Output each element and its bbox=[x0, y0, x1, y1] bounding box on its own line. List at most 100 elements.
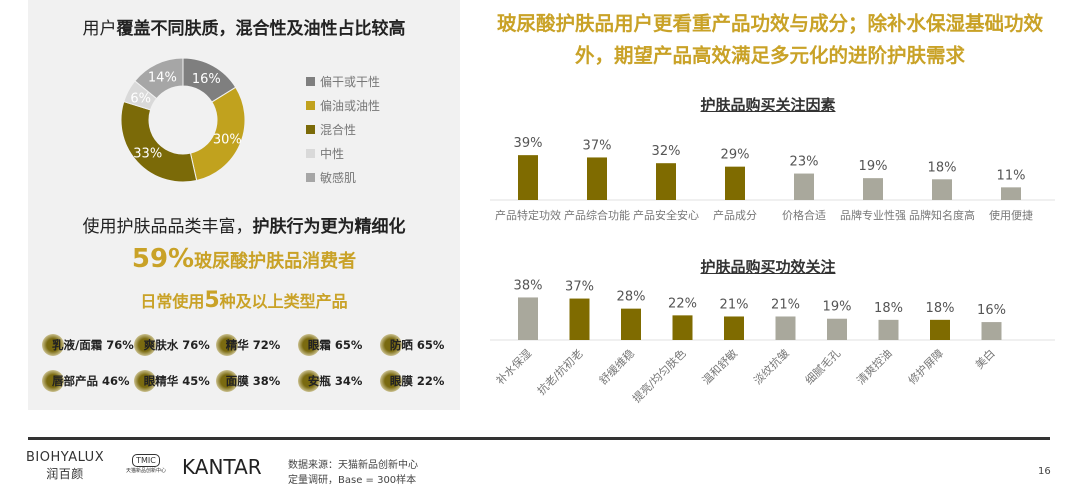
category-label: 面膜 38% bbox=[225, 374, 281, 388]
skin-type-title: 用户覆盖不同肤质，混合性及油性占比较高 bbox=[82, 19, 406, 39]
bar bbox=[518, 155, 538, 200]
data-source: 数据来源：天猫新品创新中心 定量调研，Base = 300样本 bbox=[288, 460, 418, 486]
page-number: 16 bbox=[1038, 466, 1051, 477]
category-label: 爽肤水 76% bbox=[143, 338, 210, 352]
headline: 玻尿酸护肤品用户更看重产品功效与成分；除补水保湿基础功效外，期望产品高效满足多元… bbox=[496, 12, 1043, 67]
bar-value: 19% bbox=[823, 300, 852, 315]
category-label: 防晒 65% bbox=[389, 338, 445, 352]
category-label: 乳液/面霜 76% bbox=[52, 338, 134, 352]
category-label: 唇部产品 46% bbox=[52, 374, 130, 388]
bar bbox=[932, 179, 952, 200]
category-label: 淡纹抗皱 bbox=[751, 346, 792, 387]
purchase-factors-chart: 39% 产品特定功效 37% 产品综合功能 32% 产品安全安心 29% 产品成分 23% 价格合… bbox=[490, 136, 1055, 222]
bar bbox=[725, 166, 745, 200]
dot-icon bbox=[379, 370, 402, 392]
dot-icon bbox=[379, 334, 402, 356]
legend-swatch bbox=[306, 101, 315, 110]
left-panel: 用户覆盖不同肤质，混合性及油性占比较高 16% 30% 33% 6% 14% 偏干或干性… bbox=[28, 0, 460, 410]
bar-value: 29% bbox=[721, 148, 750, 163]
slice-label: 33% bbox=[133, 147, 162, 162]
bar-value: 18% bbox=[874, 301, 903, 316]
bar-value: 39% bbox=[514, 136, 543, 151]
category-item: 眼精华 45% bbox=[133, 370, 216, 392]
bar bbox=[827, 318, 847, 340]
legend-item: 偏干或干性 bbox=[306, 70, 380, 94]
bar bbox=[672, 315, 693, 340]
bar-value: 18% bbox=[926, 301, 955, 316]
legend-swatch bbox=[306, 149, 315, 158]
bar bbox=[775, 316, 796, 340]
donut-slice bbox=[120, 100, 198, 183]
legend-swatch bbox=[306, 173, 315, 182]
category-label: 细腻毛孔 bbox=[803, 347, 843, 387]
bar-value: 37% bbox=[565, 280, 594, 295]
efficacy-chart: 38% 补水保湿 37% 抗老/抗初老 28% 舒缓维稳 22% 提亮/均匀肤色 21% 温和舒敏… bbox=[490, 278, 1055, 405]
dot-icon bbox=[297, 334, 320, 356]
chart2-title: 护肤品购买功效关注 bbox=[700, 258, 836, 276]
dot-icon bbox=[42, 334, 64, 356]
footer-divider bbox=[28, 437, 1050, 440]
category-item: 精华 72% bbox=[215, 334, 298, 356]
bar bbox=[981, 322, 1002, 340]
category-label: 温和舒敏 bbox=[699, 346, 740, 387]
legend-swatch bbox=[306, 77, 315, 86]
slice-label: 6% bbox=[130, 91, 151, 106]
category-label: 产品综合功能 bbox=[564, 208, 630, 222]
bar-value: 37% bbox=[583, 138, 612, 153]
bar bbox=[863, 178, 883, 200]
category-label: 提亮/均匀肤色 bbox=[629, 346, 688, 405]
bar-value: 32% bbox=[652, 144, 681, 159]
category-label: 美白 bbox=[972, 346, 997, 371]
bar-value: 22% bbox=[668, 296, 697, 311]
slice-label: 16% bbox=[192, 72, 221, 87]
stat-5-types: 日常使用5种及以上类型产品 bbox=[140, 288, 348, 313]
bar-value: 18% bbox=[928, 160, 957, 175]
bar bbox=[569, 298, 590, 340]
biohyalux-logo: BIOHYALUX 润百颜 bbox=[26, 450, 105, 481]
category-label: 眼膜 22% bbox=[389, 374, 445, 388]
category-item: 乳液/面霜 76% bbox=[42, 334, 134, 356]
slice-label: 30% bbox=[213, 133, 242, 148]
bar bbox=[656, 163, 676, 200]
donut-slice bbox=[134, 57, 184, 100]
bar bbox=[794, 173, 814, 200]
dot-icon bbox=[133, 334, 156, 356]
dot-icon bbox=[42, 370, 64, 392]
category-label: 抗老/抗初老 bbox=[534, 346, 585, 397]
bar bbox=[724, 316, 744, 340]
legend-label: 混合性 bbox=[320, 123, 357, 137]
donut-legend: 偏干或干性偏油或油性混合性中性敏感肌 bbox=[306, 70, 380, 190]
bar bbox=[878, 319, 899, 340]
bar-value: 21% bbox=[771, 297, 800, 312]
bar-value: 23% bbox=[790, 155, 819, 170]
legend-swatch bbox=[306, 125, 315, 134]
category-label: 产品特定功效 bbox=[495, 208, 561, 222]
bar-value: 38% bbox=[514, 278, 543, 293]
category-label: 安瓶 34% bbox=[307, 374, 363, 388]
category-label: 价格合适 bbox=[782, 208, 826, 222]
category-label: 修护屏障 bbox=[905, 346, 946, 387]
category-label: 眼霜 65% bbox=[307, 338, 363, 352]
category-item: 安瓶 34% bbox=[297, 370, 380, 392]
dot-icon bbox=[215, 370, 238, 392]
legend-label: 偏干或干性 bbox=[320, 75, 381, 89]
legend-item: 偏油或油性 bbox=[306, 94, 380, 118]
category-label: 品牌知名度高 bbox=[909, 208, 975, 222]
category-item: 眼膜 22% bbox=[379, 370, 462, 392]
category-label: 品牌专业性强 bbox=[840, 208, 906, 222]
legend-label: 偏油或油性 bbox=[320, 99, 381, 113]
bar bbox=[587, 157, 607, 200]
bar-value: 21% bbox=[720, 297, 749, 312]
category-label: 补水保湿 bbox=[493, 346, 534, 387]
category-label: 精华 72% bbox=[225, 338, 281, 352]
category-item: 唇部产品 46% bbox=[42, 370, 134, 392]
legend-label: 敏感肌 bbox=[320, 171, 357, 185]
bar bbox=[621, 308, 641, 340]
bar-value: 19% bbox=[859, 159, 888, 174]
legend-item: 中性 bbox=[306, 142, 380, 166]
bar bbox=[930, 319, 950, 340]
bar-value: 11% bbox=[997, 168, 1026, 183]
dot-icon bbox=[297, 370, 320, 392]
chart1-title: 护肤品购买关注因素 bbox=[700, 96, 836, 114]
bar-value: 16% bbox=[977, 303, 1006, 318]
